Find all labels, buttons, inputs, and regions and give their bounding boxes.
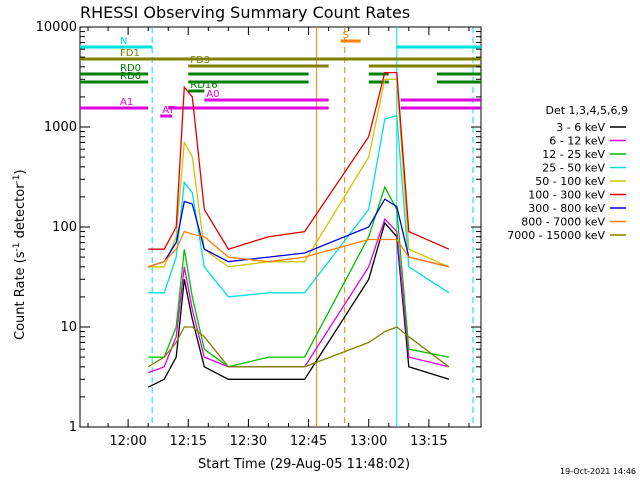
flag-label: RD6 bbox=[120, 71, 141, 82]
legend-entry-label: 300 - 800 keV bbox=[528, 202, 605, 215]
legend-entry-label: 12 - 25 keV bbox=[542, 148, 605, 161]
x-axis-label: Start Time (29-Aug-05 11:48:02) bbox=[198, 457, 410, 472]
series-line bbox=[148, 185, 450, 368]
flag-label: S bbox=[343, 30, 349, 41]
flag-label: AT bbox=[162, 105, 175, 116]
chart-title: RHESSI Observing Summary Count Rates bbox=[80, 3, 410, 22]
legend-title: Det 1,3,4,5,6,9 bbox=[545, 104, 628, 117]
series-line bbox=[148, 114, 450, 298]
legend-entry-label: 800 - 7000 keV bbox=[521, 216, 605, 229]
series-line bbox=[147, 221, 450, 388]
series-line bbox=[147, 326, 450, 368]
x-tick-label: 12:30 bbox=[230, 434, 267, 449]
flag-label: A0 bbox=[206, 89, 219, 100]
footer-timestamp: 19-Oct-2021 14:46 bbox=[560, 467, 636, 476]
flag-label: FD3 bbox=[190, 55, 210, 66]
flag-label: A1 bbox=[120, 97, 133, 108]
y-tick-label: 10000 bbox=[36, 20, 77, 35]
x-tick-label: 12:15 bbox=[170, 434, 207, 449]
series-line bbox=[148, 78, 450, 268]
legend-entry-label: 25 - 50 keV bbox=[542, 162, 605, 175]
y-tick-label: 1 bbox=[69, 420, 77, 435]
legend-entry-label: 50 - 100 keV bbox=[535, 175, 605, 188]
x-tick-label: 13:15 bbox=[410, 434, 447, 449]
series-line bbox=[148, 230, 450, 268]
y-tick-label: 1000 bbox=[44, 120, 77, 135]
x-tick-label: 13:00 bbox=[350, 434, 387, 449]
flag-label: FD1 bbox=[120, 48, 140, 59]
legend-entry-label: 100 - 300 keV bbox=[528, 189, 605, 202]
x-tick-label: 12:45 bbox=[290, 434, 327, 449]
y-tick-label: 100 bbox=[52, 220, 77, 235]
legend-entry-label: 7000 - 15000 keV bbox=[507, 229, 605, 242]
flag-label: N bbox=[120, 36, 127, 47]
flag-label: RD16 bbox=[190, 80, 217, 91]
y-axis-label: Count Rate (s-1 detector-1) bbox=[12, 169, 28, 340]
series-line bbox=[148, 71, 450, 250]
x-tick-label: 12:00 bbox=[109, 434, 146, 449]
flag-label: RD0 bbox=[120, 63, 141, 74]
legend-entry-label: 3 - 6 keV bbox=[556, 121, 605, 134]
legend-entry-label: 6 - 12 keV bbox=[549, 135, 605, 148]
y-tick-label: 10 bbox=[60, 320, 77, 335]
